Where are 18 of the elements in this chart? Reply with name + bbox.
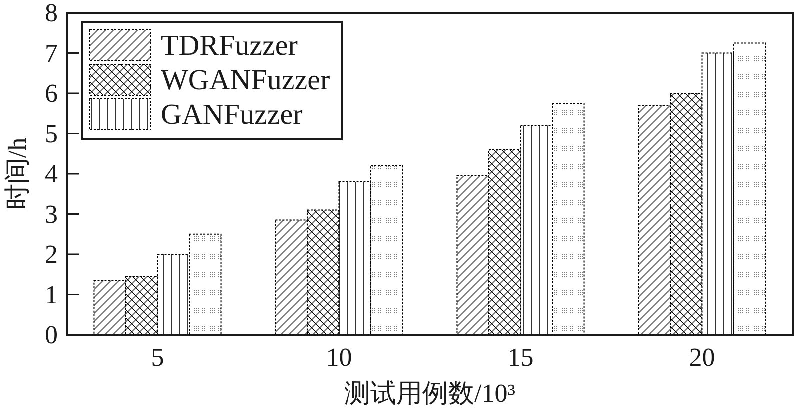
x-axis-title: 测试用例数/10³	[344, 379, 516, 408]
y-tick-label: 3	[45, 200, 58, 229]
legend-label: WGANFuzzer	[161, 64, 330, 96]
y-tick-label: 6	[45, 79, 58, 108]
x-tick-label: 5	[151, 343, 164, 372]
y-tick-label: 0	[45, 320, 58, 350]
y-axis-title: 时间/h	[3, 138, 32, 210]
y-tick-label: 8	[45, 0, 58, 28]
legend-label: GANFuzzer	[161, 99, 304, 131]
y-tick-label: 7	[45, 38, 58, 68]
x-tick-label: 10	[326, 343, 352, 372]
y-tick-label: 1	[45, 280, 58, 310]
y-tick-label: 2	[45, 240, 58, 269]
x-tick-label: 20	[689, 343, 716, 372]
x-tick-label: 15	[508, 343, 534, 372]
legend-label: TDRFuzzer	[161, 30, 298, 62]
y-tick-label: 4	[45, 160, 58, 188]
y-tick-label: 5	[45, 119, 58, 148]
